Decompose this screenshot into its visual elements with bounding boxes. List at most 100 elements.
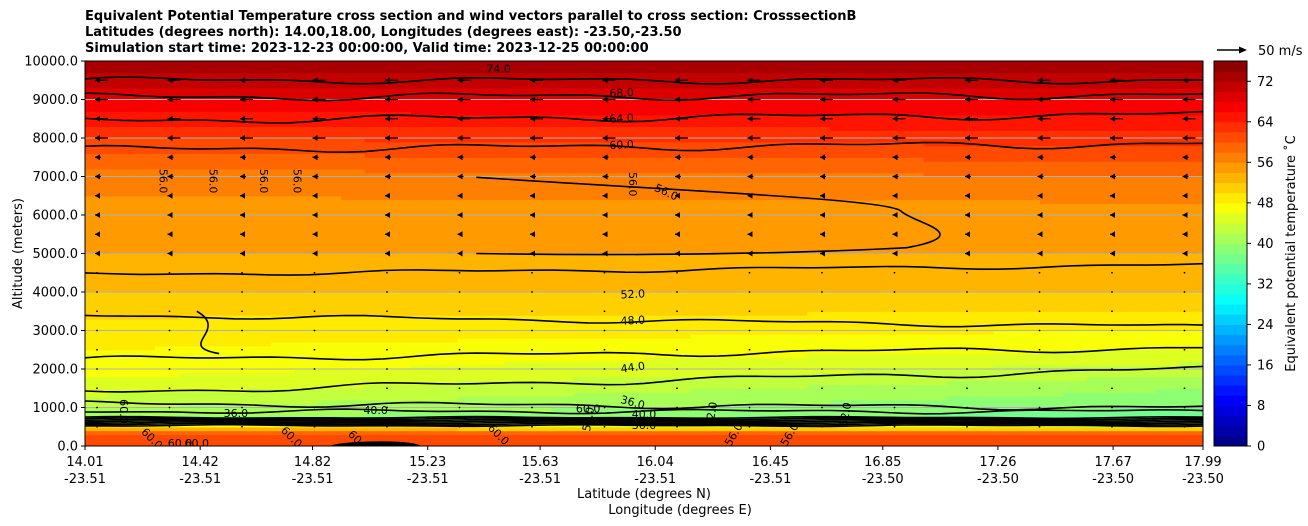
field-cell — [154, 407, 179, 412]
field-cell — [154, 107, 179, 112]
field-cell — [178, 157, 203, 162]
field-cell — [387, 268, 412, 274]
field-cell — [154, 80, 179, 85]
field-cell — [1179, 395, 1203, 401]
field-cell — [1109, 211, 1134, 216]
field-cell — [970, 430, 994, 436]
field-cell — [1016, 357, 1041, 362]
field-cell — [597, 103, 622, 108]
field-cell — [1133, 168, 1158, 174]
field-cell — [737, 276, 762, 282]
wind-arrowhead — [1110, 135, 1115, 141]
field-cell — [457, 153, 482, 158]
field-cell — [434, 122, 459, 128]
field-cell — [970, 195, 994, 201]
wind-arrowhead — [1037, 115, 1043, 122]
field-cell — [178, 238, 203, 243]
field-cell — [620, 330, 645, 335]
field-cell — [690, 326, 715, 332]
field-cell — [387, 392, 412, 397]
field-cell — [178, 357, 203, 362]
field-cell — [294, 372, 319, 378]
field-cell — [1133, 369, 1158, 374]
field-cell — [85, 442, 109, 446]
field-cell — [783, 61, 808, 66]
field-cell — [1039, 168, 1064, 174]
field-cell — [713, 118, 738, 124]
field-cell — [1179, 180, 1203, 185]
field-cell — [574, 168, 599, 174]
field-cell — [550, 338, 575, 343]
field-cell — [387, 407, 412, 412]
field-cell — [550, 438, 575, 443]
field-cell — [970, 353, 994, 359]
field-cell — [550, 118, 575, 124]
field-cell — [248, 261, 272, 266]
field-cell — [1109, 442, 1134, 446]
field-cell — [1086, 180, 1111, 185]
field-cell — [1156, 80, 1181, 85]
field-cell — [1179, 84, 1203, 89]
wind-arrowhead — [385, 115, 390, 122]
field-cell — [597, 161, 622, 166]
field-cell — [550, 334, 575, 339]
field-cell — [853, 211, 878, 216]
field-cell — [900, 245, 925, 251]
field-cell — [154, 349, 179, 355]
field-cell — [1063, 376, 1088, 382]
field-cell — [1016, 311, 1041, 316]
field-cell — [760, 184, 785, 189]
field-cell — [504, 365, 529, 370]
field-cell — [178, 180, 203, 185]
field-cell — [807, 130, 831, 135]
field-cell — [1063, 257, 1088, 262]
field-cell — [248, 434, 272, 439]
field-cell — [876, 292, 901, 297]
field-cell — [504, 334, 529, 339]
wind-arrowhead — [240, 135, 245, 141]
field-cell — [690, 334, 715, 339]
field-cell — [644, 199, 668, 205]
field-cell — [1179, 249, 1203, 255]
field-cell — [690, 149, 715, 154]
field-cell — [1016, 330, 1041, 335]
field-cell — [504, 403, 529, 409]
field-cell — [504, 184, 529, 189]
field-cell — [294, 207, 319, 212]
field-cell — [387, 430, 412, 436]
field-cell — [271, 349, 296, 355]
field-cell — [457, 161, 482, 166]
field-cell — [1086, 130, 1111, 135]
field-cell — [248, 203, 272, 208]
field-cell — [760, 122, 785, 128]
field-cell — [154, 365, 179, 370]
field-cell — [1086, 392, 1111, 397]
field-cell — [457, 395, 482, 401]
field-cell — [760, 330, 785, 335]
field-cell — [830, 195, 855, 201]
field-cell — [154, 288, 179, 293]
field-cell — [830, 438, 855, 443]
field-cell — [224, 238, 249, 243]
field-cell — [900, 365, 925, 370]
field-cell — [970, 369, 994, 374]
field-cell — [970, 257, 994, 262]
field-cell — [131, 215, 156, 220]
field-cell — [201, 161, 226, 166]
field-cell — [480, 184, 505, 189]
field-cell — [387, 122, 412, 128]
wind-arrowhead — [602, 115, 608, 122]
field-cell — [154, 292, 179, 297]
field-cell — [154, 64, 179, 70]
field-cell — [853, 261, 878, 266]
field-cell — [85, 241, 109, 247]
field-cell — [341, 322, 366, 328]
field-cell — [1179, 338, 1203, 343]
field-cell — [154, 161, 179, 166]
field-cell — [574, 288, 599, 293]
wind-arrowhead — [1037, 96, 1043, 103]
field-cell — [667, 245, 692, 251]
field-cell — [737, 253, 762, 258]
field-cell — [946, 430, 971, 436]
field-cell — [713, 369, 738, 374]
